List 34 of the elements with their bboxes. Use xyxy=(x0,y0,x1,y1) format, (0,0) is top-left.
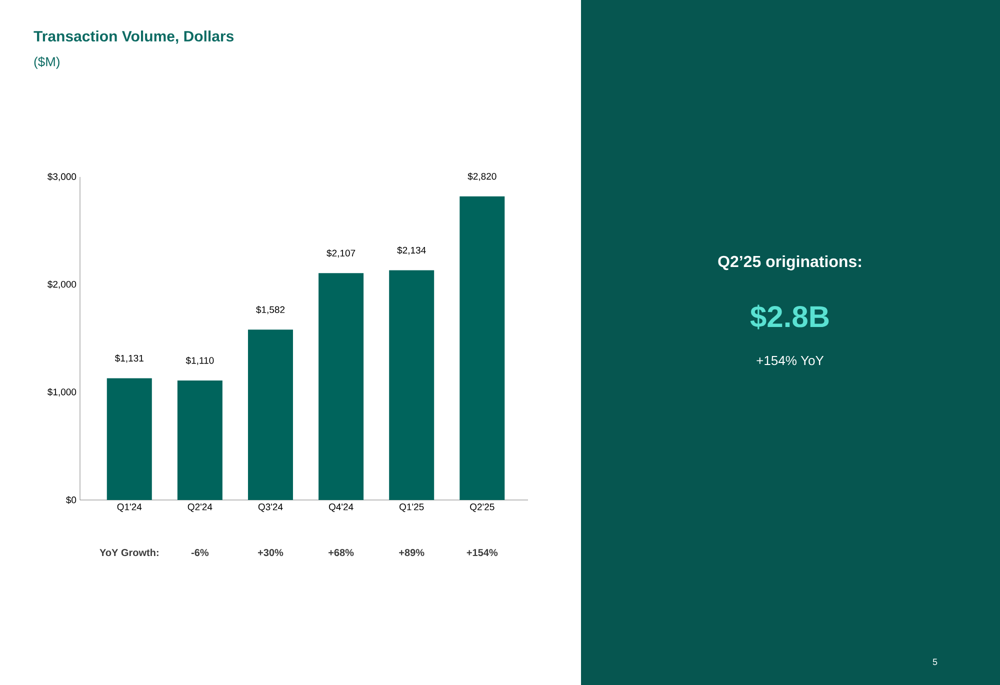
text: Q2’25 originations: xyxy=(718,255,861,270)
chart-subtitle: ($M) xyxy=(34,56,60,69)
data-label: $2,107 xyxy=(326,249,356,258)
bar xyxy=(106,378,152,500)
y-tick-label: $1,000 xyxy=(48,388,76,396)
bar xyxy=(248,330,293,500)
data-label: $1,131 xyxy=(114,354,144,363)
text: +30% xyxy=(258,549,284,556)
text: 5 xyxy=(932,658,938,666)
text: +68% xyxy=(328,549,354,556)
bar xyxy=(460,196,505,500)
y-tick-label: $0 xyxy=(66,496,76,504)
x-tick-label: Q3'24 xyxy=(258,504,283,512)
x-tick-label: Q2'25 xyxy=(470,504,494,512)
text: YoY Growth: xyxy=(100,548,158,556)
text: -6% xyxy=(191,549,209,556)
x-tick-label: Q1'24 xyxy=(117,504,142,512)
data-label: $2,134 xyxy=(397,246,426,255)
bar xyxy=(177,380,222,500)
text: $2.8B xyxy=(750,304,829,330)
data-label: $2,820 xyxy=(468,172,496,181)
text: +154% xyxy=(466,549,498,556)
data-label: $1,110 xyxy=(186,356,214,365)
bar xyxy=(389,270,434,500)
y-tick-label: $3,000 xyxy=(48,172,76,182)
x-tick-label: Q4'24 xyxy=(328,504,354,512)
y-tick-label: $2,000 xyxy=(48,280,76,289)
x-tick-label: Q2'24 xyxy=(188,504,212,512)
text: +89% xyxy=(399,549,424,556)
x-tick-label: Q1'25 xyxy=(400,504,424,512)
chart-title: Transaction Volume, Dollars xyxy=(34,30,234,44)
bar xyxy=(318,273,364,500)
data-label: $1,582 xyxy=(256,306,285,314)
text: +154% YoY xyxy=(756,356,824,366)
